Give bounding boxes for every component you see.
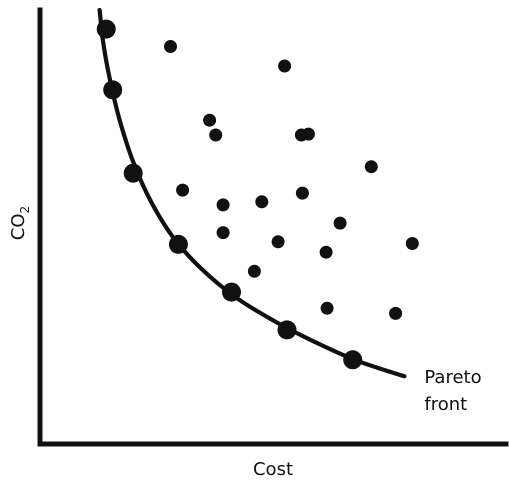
pareto-point-3 [123,163,143,183]
data-point-14 [333,216,347,230]
dominated-points [164,40,419,320]
data-point-12 [216,226,230,240]
data-point-3 [203,113,217,127]
data-point-2 [278,59,292,73]
data-point-13 [271,235,285,249]
pareto-point-7 [343,350,363,370]
pareto-point-1 [96,19,116,39]
data-point-4 [209,128,223,142]
data-point-6 [301,127,315,141]
pareto-front-label-line1: Pareto [424,367,481,388]
data-point-9 [216,198,230,212]
data-point-18 [320,301,334,315]
data-point-1 [164,40,177,53]
data-point-15 [319,245,333,259]
pareto-point-5 [222,282,241,302]
data-point-7 [364,160,378,174]
pareto-front-points [96,19,363,370]
pareto-front-label-line2: front [424,394,467,415]
data-point-10 [255,195,269,209]
data-point-19 [389,306,403,320]
pareto-point-6 [277,320,297,340]
x-axis-label: Cost [253,459,293,480]
pareto-point-2 [103,80,123,100]
y-axis-label-subscript: 2 [18,206,32,214]
data-point-16 [405,237,419,250]
data-point-8 [176,183,190,197]
y-axis-label: CO2 [8,206,32,240]
axes [37,7,509,447]
pareto-front-curve [97,7,407,379]
data-point-17 [247,264,261,278]
y-axis-label-main: CO [8,213,29,240]
pareto-point-4 [168,234,188,254]
data-point-11 [295,186,309,200]
